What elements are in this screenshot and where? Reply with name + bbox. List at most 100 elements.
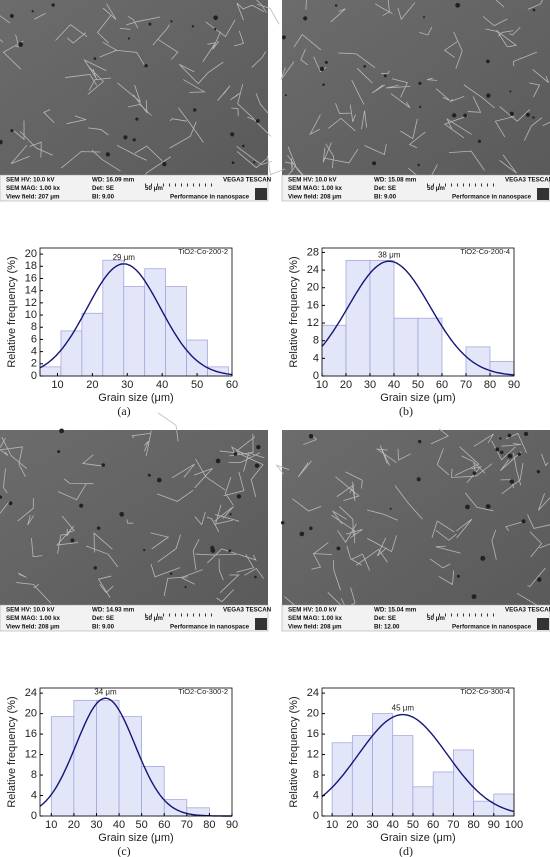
grain-boundary (438, 570, 455, 586)
grain-boundary (132, 94, 148, 114)
bar (186, 339, 208, 377)
pore (284, 94, 287, 97)
pore (417, 439, 422, 444)
grain-boundary (330, 8, 346, 23)
grain-boundary (352, 481, 356, 502)
grain-boundary (287, 146, 297, 176)
pore (309, 526, 313, 531)
x-tick-label: 10 (326, 819, 338, 831)
pore (119, 511, 125, 517)
grain-boundary (538, 493, 550, 511)
pore (465, 504, 470, 510)
y-tick-label: 0 (313, 370, 319, 382)
pore (477, 139, 482, 143)
y-tick-label: 20 (307, 282, 319, 294)
grain-boundary (96, 15, 112, 44)
grain-boundary (88, 127, 109, 136)
y-tick-label: 20 (25, 248, 37, 260)
pore (319, 66, 325, 72)
grain-boundary (297, 460, 312, 478)
sem-info-text: BI: 9.00 (374, 194, 397, 201)
grain-boundary (311, 552, 322, 570)
grain-boundary (349, 104, 356, 123)
pore (422, 16, 426, 19)
sem-info-text: WD: 15.08 mm (374, 177, 417, 184)
grain-boundary (242, 4, 265, 12)
x-tick-label: 20 (68, 819, 80, 831)
y-tick-label: 24 (307, 264, 319, 276)
grain-boundary (333, 560, 341, 591)
pore (523, 431, 529, 437)
grain-boundary (303, 435, 317, 446)
pore (536, 577, 542, 582)
grain-boundary (29, 141, 42, 158)
grain-boundary (193, 468, 213, 489)
y-tick-label: 18 (25, 260, 37, 272)
pore (418, 81, 422, 85)
grain-boundary (293, 33, 322, 51)
legend-label: TiO2-Co-200-2 (178, 247, 228, 256)
grain-boundary (114, 49, 147, 68)
x-tick-label: 100 (505, 819, 523, 831)
sem-info-text: SEM MAG: 1.00 kx (288, 615, 343, 622)
bar (96, 699, 120, 817)
sem-info-text: SEM MAG: 1.00 kx (6, 185, 61, 192)
pore (31, 10, 34, 13)
pore (499, 437, 502, 440)
bar (102, 259, 125, 377)
pore (10, 129, 14, 133)
y-tick-label: 16 (307, 299, 319, 311)
grain-boundary (244, 567, 264, 579)
sem-info-text: Det: SE (374, 615, 396, 622)
grain-boundary (367, 535, 397, 553)
y-axis-label: Relative frequency (%) (288, 256, 300, 367)
pore (336, 546, 341, 551)
sem-info-text: SEM MAG: 1.00 kx (288, 185, 343, 192)
grain-boundary (376, 537, 387, 557)
fit-annotation: 29 μm (113, 253, 136, 262)
grain-boundary (325, 143, 335, 169)
x-tick-label: 50 (412, 379, 424, 391)
grain-boundary (443, 41, 458, 58)
grain-boundary (56, 525, 79, 546)
grain-boundary (464, 492, 494, 512)
grain-boundary (491, 440, 516, 461)
grain-boundary (394, 485, 423, 520)
pore (0, 139, 3, 145)
fit-curve (321, 713, 515, 813)
x-axis-label: Grain size (μm) (380, 392, 455, 404)
grain-boundary (322, 142, 332, 163)
x-tick-label: 30 (121, 379, 133, 391)
pore (463, 113, 467, 118)
pore (57, 450, 61, 454)
sem-image: SEM HV: 10.0 kV WD: 15.04 mm VEGA3 TESCAN S… (275, 428, 550, 632)
grain-boundary (436, 448, 450, 476)
grain-boundary (391, 78, 408, 98)
sem-info-bar (281, 604, 550, 632)
pore (214, 28, 217, 31)
pore (236, 494, 242, 499)
grain-boundary (509, 26, 521, 36)
bar (60, 330, 83, 377)
fit-curve (321, 260, 515, 376)
pore (334, 4, 338, 7)
y-tick-label: 4 (31, 789, 37, 801)
grain-boundary (235, 436, 256, 457)
grain-boundary (169, 121, 197, 149)
pore (383, 74, 387, 78)
bar (73, 699, 97, 817)
fit-annotation: 38 μm (378, 250, 401, 259)
pore (389, 507, 392, 510)
grain-boundary (498, 30, 514, 37)
sem-info-text: SEM HV: 10.0 kV (288, 177, 337, 184)
grain-boundary (496, 29, 518, 48)
logo (255, 618, 267, 630)
x-tick-label: 60 (427, 819, 439, 831)
bar (417, 317, 443, 377)
y-tick-label: 14 (25, 285, 37, 297)
y-tick-label: 20 (25, 708, 37, 720)
fit-annotation: 34 μm (94, 687, 117, 696)
pore (480, 555, 486, 561)
grain-boundary (236, 2, 244, 21)
sem-info-text: View field: 207 μm (6, 194, 60, 201)
